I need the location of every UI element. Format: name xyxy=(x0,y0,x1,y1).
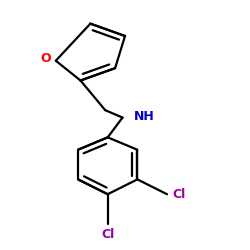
Text: Cl: Cl xyxy=(172,188,185,201)
Text: NH: NH xyxy=(134,110,154,123)
Text: Cl: Cl xyxy=(101,228,114,240)
Text: O: O xyxy=(40,52,51,65)
